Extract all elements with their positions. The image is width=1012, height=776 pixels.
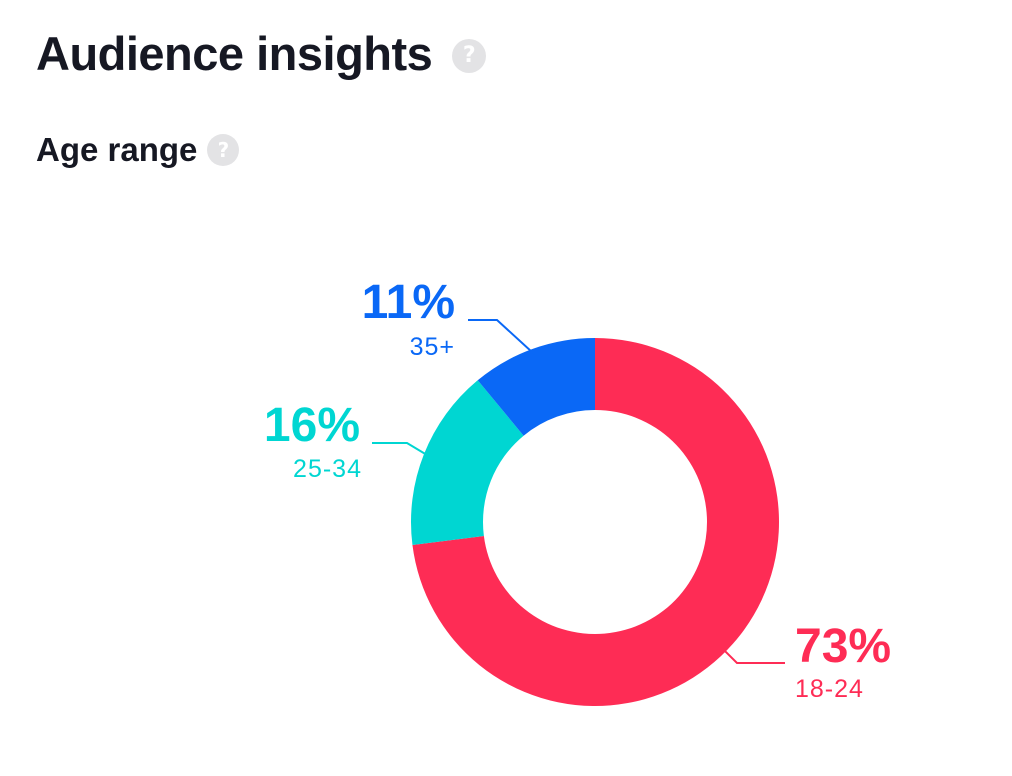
question-mark-icon[interactable]: ?	[452, 38, 487, 73]
percent-label-25-34: 16%	[264, 399, 360, 452]
donut-slices	[411, 338, 779, 706]
percent-label-35+: 11%	[362, 276, 455, 329]
section-header: Age range ?	[36, 131, 240, 168]
question-mark-icon[interactable]: ?	[207, 133, 240, 166]
slice-labels: 73%18-24 16% 25-34 11% 35+	[264, 276, 891, 703]
page-title: Audience insights	[36, 27, 433, 80]
slice-35+[interactable]	[477, 338, 595, 436]
category-label-35+: 35+	[410, 333, 455, 361]
slice-25-34[interactable]	[411, 380, 524, 546]
slice-18-24[interactable]	[412, 338, 779, 706]
leader-line-18-24	[720, 646, 785, 664]
section-title: Age range	[36, 131, 198, 168]
percent-label-18-24: 73%	[795, 620, 891, 673]
page-header: Audience insights ?	[36, 27, 487, 80]
leader-line-25-34	[372, 442, 431, 458]
category-label-18-24: 18-24	[795, 675, 864, 703]
category-label-25-34: 25-34	[293, 455, 362, 483]
leader-lines	[372, 319, 785, 664]
leader-line-35+	[468, 319, 536, 356]
